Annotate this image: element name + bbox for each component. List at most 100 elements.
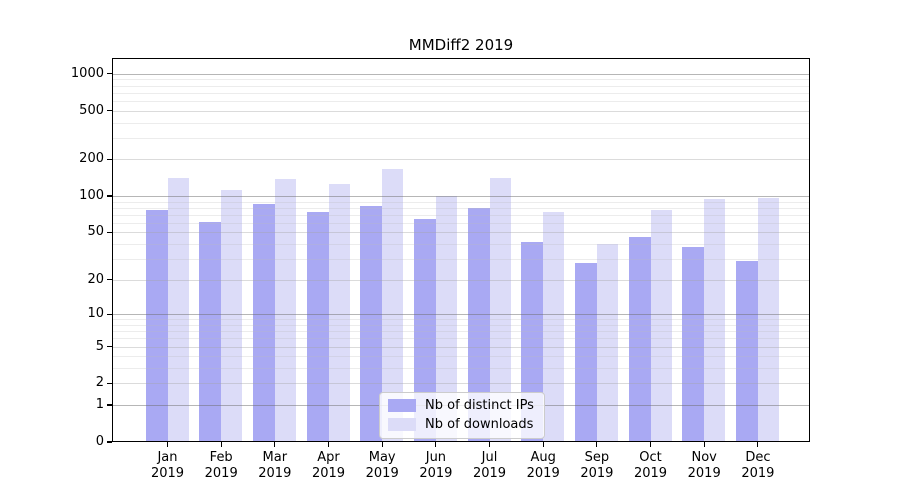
y-tick-label-10: 10 [87, 306, 104, 322]
x-tick-month: Nov [691, 450, 717, 465]
bar-downloads-apr [328, 183, 350, 442]
x-tick-label-feb: Feb 2019 [191, 450, 251, 482]
bar-distinct-ips-aug [521, 241, 544, 442]
y-tick-label-20: 20 [87, 271, 104, 287]
x-tick-year: 2019 [633, 466, 668, 481]
x-tick-mark [327, 442, 330, 447]
y-tick-mark [107, 195, 112, 197]
x-tick-year: 2019 [150, 466, 185, 481]
x-tick-month: Jun [425, 450, 447, 465]
x-tick-mark [381, 442, 383, 447]
bar-distinct-ips-apr [306, 211, 329, 442]
x-tick-month: Mar [262, 450, 288, 465]
legend-label: Nb of distinct IPs [425, 398, 534, 413]
bar-distinct-ips-dec [735, 260, 758, 442]
bar-downloads-jun [435, 195, 457, 442]
bar-distinct-ips-feb [199, 222, 222, 442]
bar-distinct-ips-jan [145, 209, 168, 442]
y-tick-mark [107, 110, 112, 112]
y-tick-label-100: 100 [79, 188, 104, 203]
x-tick-year: 2019 [687, 466, 721, 481]
x-tick-label-dec: Dec 2019 [728, 450, 788, 482]
y-tick-mark [107, 441, 112, 443]
legend-swatch-icon [388, 399, 416, 412]
x-tick-mark [703, 442, 705, 447]
bar-downloads-aug [543, 211, 565, 442]
y-tick-mark [107, 345, 112, 348]
legend: Nb of distinct IPs Nb of downloads [379, 392, 545, 439]
bar-downloads-dec [757, 198, 779, 442]
x-tick-label-sep: Sep 2019 [567, 450, 627, 482]
y-tick-label-5: 5 [95, 338, 104, 354]
y-tick-label-500: 500 [79, 102, 104, 118]
y-tick-label-0: 0 [95, 434, 104, 449]
x-tick-mark [649, 442, 652, 447]
x-tick-label-aug: Aug 2019 [513, 450, 573, 482]
x-tick-month: Sep [584, 450, 610, 465]
x-tick-month: Jul [481, 450, 498, 465]
x-tick-mark [542, 442, 544, 447]
y-tick-mark [107, 404, 112, 406]
x-tick-label-nov: Nov 2019 [674, 450, 734, 482]
x-tick-year: 2019 [580, 466, 614, 481]
x-tick-label-oct: Oct 2019 [621, 450, 681, 482]
bar-distinct-ips-oct [628, 236, 651, 442]
y-tick-label-50: 50 [87, 224, 104, 240]
y-tick-mark [107, 158, 112, 160]
y-tick-label-1000: 1000 [70, 65, 104, 81]
chart-title: MMDiff2 2019 [408, 36, 514, 54]
bar-distinct-ips-sep [574, 262, 597, 442]
y-tick-mark [107, 313, 112, 315]
bar-distinct-ips-jul [467, 207, 490, 442]
y-tick-label-200: 200 [79, 151, 104, 167]
bar-downloads-nov [704, 198, 726, 442]
x-tick-label-jul: Jul 2019 [460, 450, 520, 482]
x-tick-year: 2019 [472, 466, 507, 481]
legend-row: Nb of distinct IPs [388, 398, 534, 413]
x-tick-month: Feb [209, 450, 233, 465]
y-tick-label-2: 2 [95, 375, 104, 391]
legend-label: Nb of downloads [425, 417, 534, 432]
bar-distinct-ips-jun [413, 218, 436, 442]
bar-downloads-mar [274, 179, 296, 442]
x-tick-mark [435, 442, 437, 447]
x-tick-label-apr: Apr 2019 [299, 450, 359, 482]
bar-distinct-ips-mar [252, 204, 275, 442]
x-tick-year: 2019 [419, 466, 453, 481]
bar-distinct-ips-may [360, 205, 383, 442]
x-tick-mark [488, 442, 491, 447]
x-tick-month: Apr [317, 450, 340, 465]
x-tick-mark [274, 442, 276, 447]
x-tick-month: Dec [745, 450, 771, 465]
bars-layer [112, 58, 810, 442]
bar-downloads-may [382, 168, 404, 442]
bar-downloads-sep [596, 244, 618, 442]
plot-area: Nb of distinct IPs Nb of downloads [112, 58, 810, 442]
x-tick-year: 2019 [526, 466, 560, 481]
x-tick-mark [220, 442, 222, 447]
bar-downloads-jul [489, 177, 511, 442]
x-tick-year: 2019 [365, 466, 399, 481]
y-tick-label-1: 1 [95, 397, 104, 413]
y-tick-mark [107, 279, 112, 281]
bar-distinct-ips-nov [682, 246, 705, 442]
x-tick-mark [596, 442, 598, 447]
y-tick-mark [107, 73, 112, 75]
x-tick-mark [757, 442, 759, 447]
x-tick-year: 2019 [741, 466, 775, 481]
x-tick-label-jun: Jun 2019 [406, 450, 466, 482]
x-tick-year: 2019 [258, 466, 292, 481]
bar-downloads-oct [650, 209, 672, 442]
x-tick-month: Oct [639, 450, 662, 465]
x-tick-year: 2019 [311, 466, 346, 481]
x-tick-label-mar: Mar 2019 [245, 450, 305, 482]
x-tick-mark [166, 442, 169, 447]
bar-downloads-jan [167, 178, 189, 442]
x-tick-label-jan: Jan 2019 [138, 450, 198, 482]
y-tick-mark [107, 382, 112, 385]
legend-row: Nb of downloads [388, 417, 534, 432]
x-tick-month: May [368, 450, 396, 465]
x-tick-label-may: May 2019 [352, 450, 412, 482]
y-tick-mark [107, 231, 112, 234]
x-tick-year: 2019 [204, 466, 238, 481]
